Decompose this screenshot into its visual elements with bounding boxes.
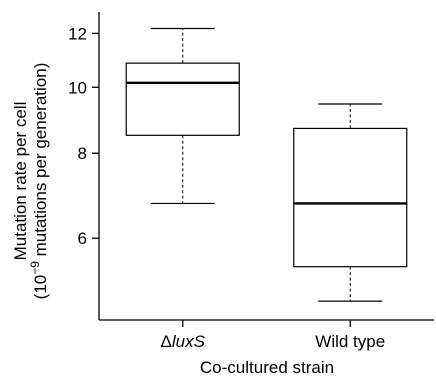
y-axis-title-exponent: −9 [28, 261, 42, 275]
x-tick-label-italic: luxS [172, 332, 206, 351]
y-tick-label-12: 12 [68, 24, 87, 43]
y-axis-title-open: (10 [31, 275, 50, 300]
x-tick-label-text: Δ [161, 332, 172, 351]
y-axis-title-close: mutations per generation) [31, 63, 50, 261]
x-tick-labels: ΔluxS Wild type [161, 320, 385, 351]
y-axis-title-line2: (10−9 mutations per generation) [28, 63, 50, 300]
x-tick-label-text: Wild type [315, 332, 385, 351]
box-1 [293, 103, 408, 302]
x-tick-label-1: Wild type [315, 332, 385, 351]
y-axis-title-line1: Mutation rate per cell [11, 102, 30, 261]
box-0 [125, 27, 240, 205]
plot-axes [98, 12, 434, 321]
y-tick-label-10: 10 [68, 78, 87, 97]
y-tick-label-8: 8 [78, 144, 87, 163]
y-tick-label-6: 6 [78, 229, 87, 248]
y-ticks: 6 8 10 12 [68, 24, 99, 248]
x-axis-title: Co-cultured strain [200, 358, 334, 377]
box-plots [125, 27, 408, 302]
iqr-box [125, 62, 240, 136]
iqr-box [293, 127, 408, 268]
x-tick-label-0: ΔluxS [161, 332, 206, 351]
y-axis-title: Mutation rate per cell (10−9 mutations p… [11, 63, 50, 300]
